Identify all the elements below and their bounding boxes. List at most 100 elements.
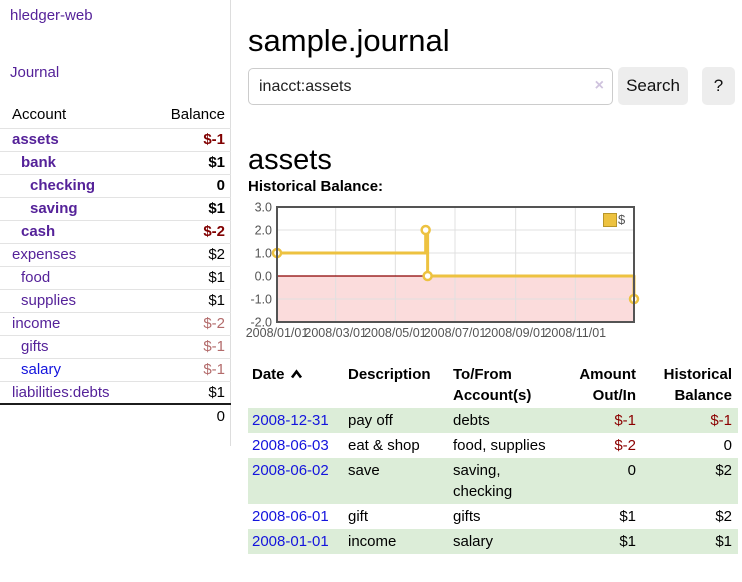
transaction-date-link[interactable]: 2008-12-31 — [252, 412, 329, 429]
column-header-accounts: To/From Account(s) — [453, 366, 532, 404]
register-row: 2008-06-03 eat & shop food, supplies $-2 0 — [248, 433, 738, 458]
x-tick-label: 2008/03/01 — [304, 326, 367, 340]
register-row: 2008-01-01 income salary $1 $1 — [248, 529, 738, 554]
account-balance: $1 — [148, 380, 231, 404]
transaction-description: income — [348, 533, 397, 550]
transaction-amount: $-1 — [614, 412, 636, 429]
account-link[interactable]: food — [21, 269, 51, 286]
data-point — [420, 224, 431, 236]
accounts-column-header: Account — [12, 106, 67, 124]
transaction-amount: $1 — [619, 508, 636, 525]
sidebar-account-row: income $-2 — [0, 311, 231, 335]
clear-search-icon[interactable]: × — [594, 77, 604, 94]
account-balance: 0 — [148, 173, 231, 197]
account-balance: $-2 — [148, 219, 231, 243]
column-header-amount: Amount Out/In — [579, 366, 636, 404]
account-balance: $-1 — [148, 334, 231, 358]
y-tick-label: 1.0 — [255, 247, 272, 261]
y-tick-label: 0.0 — [255, 270, 272, 284]
sidebar-account-rows: assets $-1 bank $1 checking 0 saving $1 cash $-2 e… — [0, 127, 231, 404]
y-tick-label: 3.0 — [255, 201, 272, 215]
search-button[interactable]: Search — [618, 67, 688, 105]
account-balance: $1 — [148, 150, 231, 174]
sidebar-accounts-table: Account Balance assets $-1 bank $1 checking 0… — [0, 102, 231, 428]
account-balance: $1 — [148, 196, 231, 220]
account-link[interactable]: salary — [21, 361, 62, 378]
app-title-link[interactable]: hledger-web — [10, 7, 93, 24]
transaction-accounts: salary — [453, 533, 494, 550]
account-link[interactable]: bank — [21, 154, 57, 171]
data-point — [422, 270, 433, 282]
transaction-balance: $-1 — [710, 412, 732, 429]
account-link[interactable]: checking — [30, 177, 96, 194]
search-box: × — [248, 68, 613, 105]
legend-label: $ — [618, 212, 626, 227]
register-table: Date Description To/From Account(s) Amou… — [248, 362, 738, 554]
account-link[interactable]: cash — [21, 223, 56, 240]
transaction-description: pay off — [348, 412, 393, 429]
transaction-date-link[interactable]: 2008-01-01 — [252, 533, 329, 550]
register-header-row: Date Description To/From Account(s) Amou… — [248, 362, 738, 408]
transaction-description: save — [348, 462, 380, 479]
search-input[interactable] — [248, 68, 613, 105]
sidebar-account-row: assets $-1 — [0, 127, 231, 151]
plot-border — [276, 206, 635, 323]
transaction-accounts: food, supplies — [453, 437, 546, 454]
transaction-amount: $1 — [619, 533, 636, 550]
account-link[interactable]: assets — [12, 131, 59, 148]
sidebar-account-row: bank $1 — [0, 150, 231, 174]
transaction-accounts: gifts — [453, 508, 481, 525]
sidebar-total-balance: 0 — [148, 403, 231, 428]
transaction-accounts: saving, checking — [453, 462, 513, 500]
sidebar-account-row: food $1 — [0, 265, 231, 289]
x-tick-label: 2008/09/01 — [484, 326, 547, 340]
sidebar: hledger-web Journal Account Balance asse… — [0, 0, 231, 446]
x-tick-label: 2008/05/01 — [364, 326, 427, 340]
account-link[interactable]: saving — [30, 200, 78, 217]
sidebar-account-row: salary $-1 — [0, 357, 231, 381]
sidebar-account-row: saving $1 — [0, 196, 231, 220]
sidebar-account-row: liabilities:debts $1 — [0, 380, 231, 404]
account-balance: $-1 — [148, 357, 231, 381]
column-header-balance: Historical Balance — [663, 366, 732, 404]
sidebar-account-row: supplies $1 — [0, 288, 231, 312]
account-link[interactable]: supplies — [21, 292, 77, 309]
transaction-balance: $1 — [715, 533, 732, 550]
sidebar-total-row: 0 — [0, 403, 231, 428]
account-balance: $-2 — [148, 311, 231, 335]
column-header-description: Description — [348, 366, 431, 383]
transaction-date-link[interactable]: 2008-06-02 — [252, 462, 329, 479]
balance-column-header: Balance — [170, 106, 225, 124]
page-title: sample.journal — [248, 22, 450, 58]
sidebar-account-row: expenses $2 — [0, 242, 231, 266]
chart-title: Historical Balance: — [248, 178, 384, 195]
y-tick-label: -2.0 — [250, 316, 272, 330]
main-content: sample.journal × Search ? assets Histori… — [246, 0, 742, 582]
sidebar-account-row: gifts $-1 — [0, 334, 231, 358]
help-button[interactable]: ? — [702, 67, 735, 105]
sidebar-item-journal[interactable]: Journal — [10, 64, 60, 81]
transaction-date-link[interactable]: 2008-06-01 — [252, 508, 329, 525]
account-link[interactable]: income — [12, 315, 61, 332]
transaction-balance: 0 — [723, 437, 732, 454]
transaction-description: eat & shop — [348, 437, 420, 454]
account-heading: assets — [248, 144, 332, 177]
account-balance: $1 — [148, 288, 231, 312]
account-balance: $1 — [148, 265, 231, 289]
transaction-balance: $2 — [715, 462, 732, 479]
transaction-description: gift — [348, 508, 369, 525]
transaction-amount: $-2 — [614, 437, 636, 454]
transaction-balance: $2 — [715, 508, 732, 525]
y-tick-label: -1.0 — [250, 293, 272, 307]
column-header-date[interactable]: Date — [248, 362, 344, 408]
account-link[interactable]: gifts — [21, 338, 49, 355]
y-tick-label: 2.0 — [255, 224, 272, 238]
sidebar-account-row: checking 0 — [0, 173, 231, 197]
register-row: 2008-12-31 pay off debts $-1 $-1 — [248, 408, 738, 433]
legend-swatch — [603, 213, 617, 227]
account-balance: $2 — [148, 242, 231, 266]
account-link[interactable]: liabilities:debts — [12, 383, 110, 401]
account-link[interactable]: expenses — [12, 246, 77, 263]
transaction-date-link[interactable]: 2008-06-03 — [252, 437, 329, 454]
account-balance: $-1 — [148, 127, 231, 151]
